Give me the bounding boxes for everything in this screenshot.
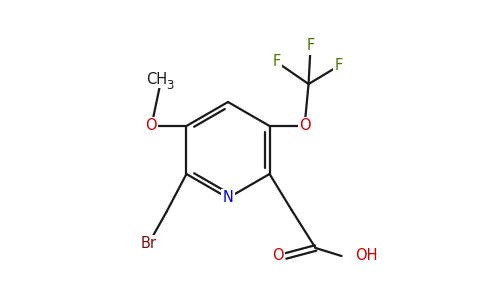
Text: F: F bbox=[272, 55, 281, 70]
Text: N: N bbox=[223, 190, 233, 206]
Text: O: O bbox=[272, 248, 283, 263]
Text: CH: CH bbox=[146, 72, 167, 87]
Text: OH: OH bbox=[356, 248, 378, 263]
Text: Br: Br bbox=[140, 236, 156, 251]
Text: 3: 3 bbox=[166, 79, 173, 92]
Text: F: F bbox=[334, 58, 343, 74]
Text: F: F bbox=[306, 38, 315, 53]
Text: O: O bbox=[299, 118, 310, 134]
Text: O: O bbox=[146, 118, 157, 134]
